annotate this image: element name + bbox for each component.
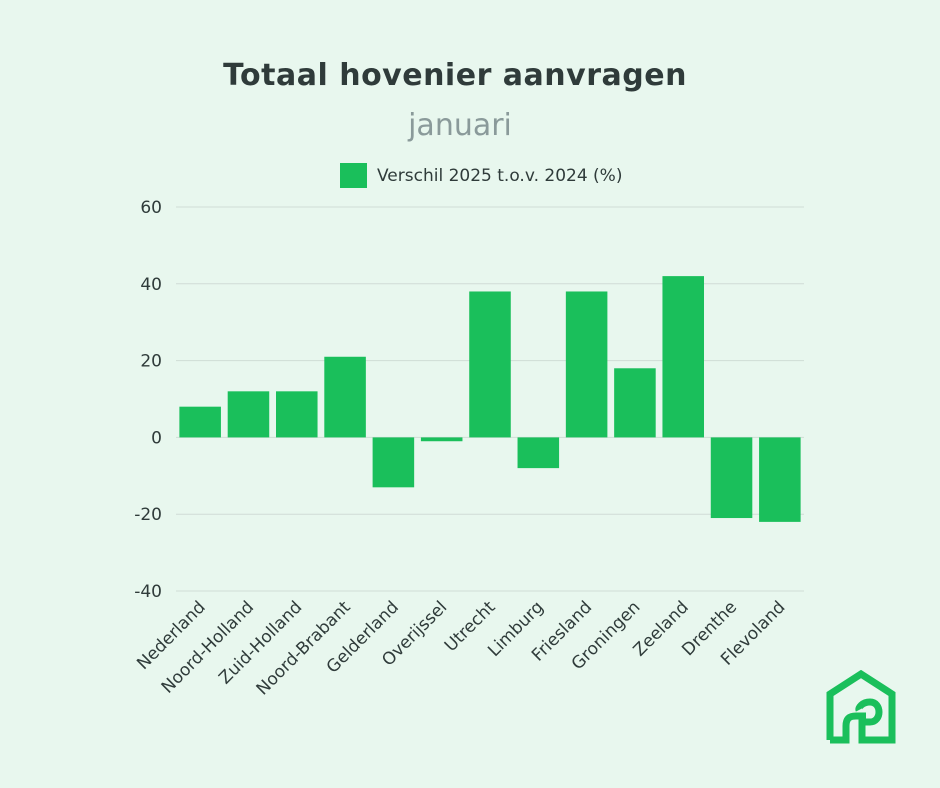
chart-title: Totaal hovenier aanvragen xyxy=(223,58,687,93)
bar xyxy=(227,391,270,438)
legend-swatch xyxy=(340,163,367,188)
legend: Verschil 2025 t.o.v. 2024 (%) xyxy=(340,163,622,188)
bar xyxy=(179,406,221,438)
bar xyxy=(565,291,608,438)
bar xyxy=(710,437,753,519)
bar xyxy=(324,356,366,438)
bar xyxy=(420,437,463,442)
bar xyxy=(662,276,705,438)
y-tick-label: 60 xyxy=(140,198,162,218)
bar xyxy=(275,391,318,438)
y-tick-label: 40 xyxy=(140,275,162,295)
bar xyxy=(517,437,560,469)
bar xyxy=(469,291,511,438)
legend-label: Verschil 2025 t.o.v. 2024 (%) xyxy=(377,165,623,186)
bar xyxy=(614,368,656,438)
y-tick-label: -20 xyxy=(134,505,162,525)
bar xyxy=(759,437,801,522)
y-tick-label: 20 xyxy=(140,352,162,372)
chart-subtitle: januari xyxy=(408,108,512,143)
house-path-logo-icon xyxy=(826,670,896,744)
y-tick-label: -40 xyxy=(134,582,162,602)
y-tick-label: 0 xyxy=(151,428,162,448)
bar xyxy=(372,437,415,488)
